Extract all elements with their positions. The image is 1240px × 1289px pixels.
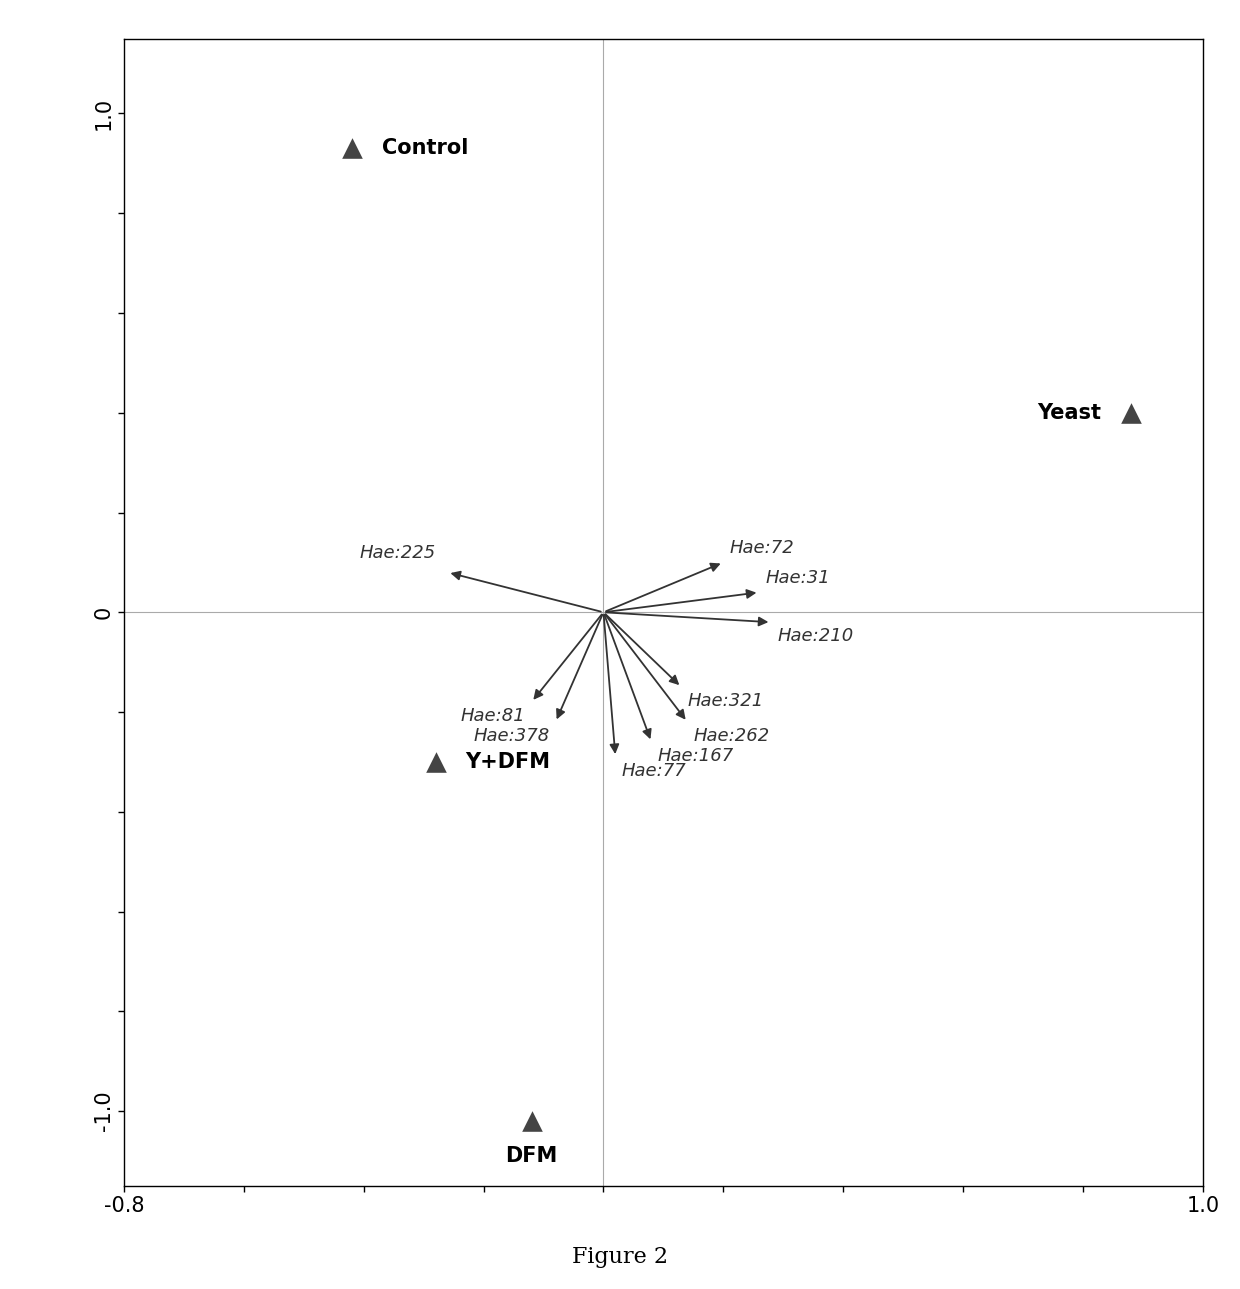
Point xyxy=(425,751,445,772)
Text: Yeast: Yeast xyxy=(1037,402,1101,423)
Text: Control: Control xyxy=(382,138,467,159)
Text: Hae:378: Hae:378 xyxy=(474,727,549,745)
Text: Hae:81: Hae:81 xyxy=(461,708,526,724)
Text: Hae:262: Hae:262 xyxy=(693,727,770,745)
Text: DFM: DFM xyxy=(506,1146,558,1167)
Text: Hae:167: Hae:167 xyxy=(657,746,734,764)
Text: Y+DFM: Y+DFM xyxy=(466,751,551,772)
Text: Figure 2: Figure 2 xyxy=(572,1246,668,1268)
Text: Hae:225: Hae:225 xyxy=(360,544,435,562)
Text: Hae:210: Hae:210 xyxy=(777,628,853,646)
Text: Hae:72: Hae:72 xyxy=(729,539,794,557)
Text: Hae:77: Hae:77 xyxy=(621,762,686,780)
Text: Hae:31: Hae:31 xyxy=(765,570,830,588)
Text: Hae:321: Hae:321 xyxy=(687,692,764,710)
Point xyxy=(342,138,362,159)
Point xyxy=(1121,402,1141,423)
Point xyxy=(522,1111,542,1132)
